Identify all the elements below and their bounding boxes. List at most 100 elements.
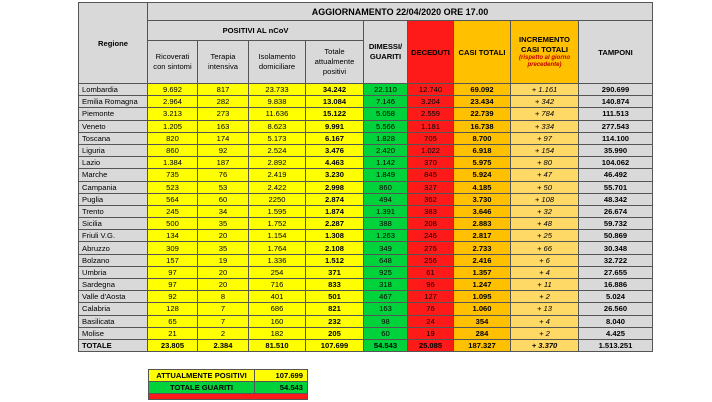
value-cell: 1.308 (305, 229, 364, 243)
region-cell: Friuli V.G. (78, 229, 148, 243)
value-cell: 59.732 (578, 217, 653, 231)
header-group: POSITIVI AL nCoV (147, 20, 364, 41)
value-cell: + 48 (510, 217, 579, 231)
value-cell: 1.357 (453, 265, 511, 280)
value-cell: + 784 (510, 107, 579, 121)
header-incremento: INCREMENTO CASI TOTALI (rispetto al giorn… (510, 20, 579, 84)
table-row: Sardegna 97 20 716 833 318 96 1.247 + 11 16.886 (78, 277, 653, 292)
value-cell: 383 (407, 204, 454, 219)
value-cell: 174 (197, 131, 249, 145)
value-cell: 1.752 (248, 217, 306, 231)
value-cell: 309 (147, 241, 198, 255)
value-cell: 245 (147, 204, 198, 219)
value-cell: 2.416 (453, 253, 511, 267)
incremento-note: (rispetto al giorno precedente) (519, 55, 570, 68)
value-cell: 1.595 (248, 204, 306, 219)
value-cell: 19 (197, 253, 249, 267)
value-cell: 30.348 (578, 241, 653, 255)
value-cell: 2.420 (363, 143, 408, 158)
value-cell: 60 (363, 326, 408, 340)
value-cell: 1.512 (305, 253, 364, 267)
value-cell: 208 (407, 217, 454, 231)
header-dimessi: DIMESSI/ GUARITI (363, 20, 408, 84)
value-cell: 2.892 (248, 156, 306, 170)
value-cell: 8.623 (248, 119, 306, 133)
value-cell: 246 (407, 229, 454, 243)
value-cell: 2.422 (248, 180, 306, 194)
value-cell: 97 (147, 277, 198, 292)
summary-label: ATTUALMENTE POSITIVI (148, 369, 255, 382)
value-cell: 5.173 (248, 131, 306, 145)
region-cell: Liguria (78, 143, 148, 158)
value-cell: 354 (453, 314, 511, 328)
summary-row: ATTUALMENTE POSITIVI 107.699 (148, 369, 308, 382)
covid-table: Regione AGGIORNAMENTO 22/04/2020 ORE 17.… (78, 2, 653, 353)
value-cell: 2.108 (305, 241, 364, 255)
value-cell: 2.883 (453, 217, 511, 231)
value-cell: 98 (363, 314, 408, 328)
value-cell: 820 (147, 131, 198, 145)
value-cell: 20 (197, 265, 249, 280)
value-cell: 735 (147, 168, 198, 182)
value-cell: 20 (197, 277, 249, 292)
region-cell: Calabria (78, 302, 148, 316)
value-cell: 48.342 (578, 192, 653, 206)
region-cell: Trento (78, 204, 148, 219)
table-row: Lombardia 9.692 817 23.733 34.242 22.110 12.74… (78, 82, 653, 97)
table-row: Bolzano 157 19 1.336 1.512 648 256 2.416 + 6 32.7… (78, 253, 653, 267)
table-row: Molise 21 2 182 205 60 19 284 + 2 4.425 (78, 326, 653, 340)
value-cell: 1.849 (363, 168, 408, 182)
table-row: Umbria 97 20 254 371 925 61 1.357 + 4 27.655 (78, 265, 653, 280)
region-cell: Emilia Romagna (78, 95, 148, 109)
value-cell: 1.764 (248, 241, 306, 255)
value-cell: 205 (305, 326, 364, 340)
value-cell: 686 (248, 302, 306, 316)
region-cell: Sicilia (78, 217, 148, 231)
value-cell: 1.874 (305, 204, 364, 219)
incremento-title: INCREMENTO CASI TOTALI (519, 35, 570, 54)
value-cell: + 4 (510, 314, 579, 328)
value-cell: 833 (305, 277, 364, 292)
value-cell: 1.828 (363, 131, 408, 145)
value-cell: 7 (197, 302, 249, 316)
value-cell: 4.425 (578, 326, 653, 340)
region-cell: Lombardia (78, 82, 148, 97)
value-cell: 705 (407, 131, 454, 145)
value-cell: 6.167 (305, 131, 364, 145)
value-cell: 104.062 (578, 156, 653, 170)
value-cell: 327 (407, 180, 454, 194)
value-cell: 163 (197, 119, 249, 133)
value-cell: 254 (248, 265, 306, 280)
value-cell: 128 (147, 302, 198, 316)
region-cell: Marche (78, 168, 148, 182)
value-cell: 187 (197, 156, 249, 170)
value-cell: 5.924 (453, 168, 511, 182)
value-cell: 140.874 (578, 95, 653, 109)
value-cell: 564 (147, 192, 198, 206)
value-cell: 7.146 (363, 95, 408, 109)
value-cell: 821 (305, 302, 364, 316)
value-cell: 16.738 (453, 119, 511, 133)
table-row: Emilia Romagna 2.964 282 9.838 13.084 7.146 3.… (78, 95, 653, 109)
value-cell: + 108 (510, 192, 579, 206)
value-cell: 276 (407, 241, 454, 255)
value-cell: 277.543 (578, 119, 653, 133)
value-cell: 4.185 (453, 180, 511, 194)
value-cell: 134 (147, 229, 198, 243)
value-cell: 22.739 (453, 107, 511, 121)
value-cell: 35 (197, 241, 249, 255)
value-cell: 817 (197, 82, 249, 97)
value-cell: 46.492 (578, 168, 653, 182)
header-regione: Regione (78, 2, 148, 84)
value-cell: 2.287 (305, 217, 364, 231)
table-row: Valle d'Aosta 92 8 401 501 467 127 1.095 + 2 5.02… (78, 290, 653, 304)
value-cell: 494 (363, 192, 408, 206)
table-row: Toscana 820 174 5.173 6.167 1.828 705 8.700 + 97… (78, 131, 653, 145)
value-cell: 5.975 (453, 156, 511, 170)
sub-header: Totale attualmente positivi (305, 40, 364, 84)
table-wrap: Regione AGGIORNAMENTO 22/04/2020 ORE 17.… (78, 2, 653, 353)
value-cell: 3.730 (453, 192, 511, 206)
value-cell: 1.095 (453, 290, 511, 304)
value-cell: 1.384 (147, 156, 198, 170)
value-cell: + 97 (510, 131, 579, 145)
